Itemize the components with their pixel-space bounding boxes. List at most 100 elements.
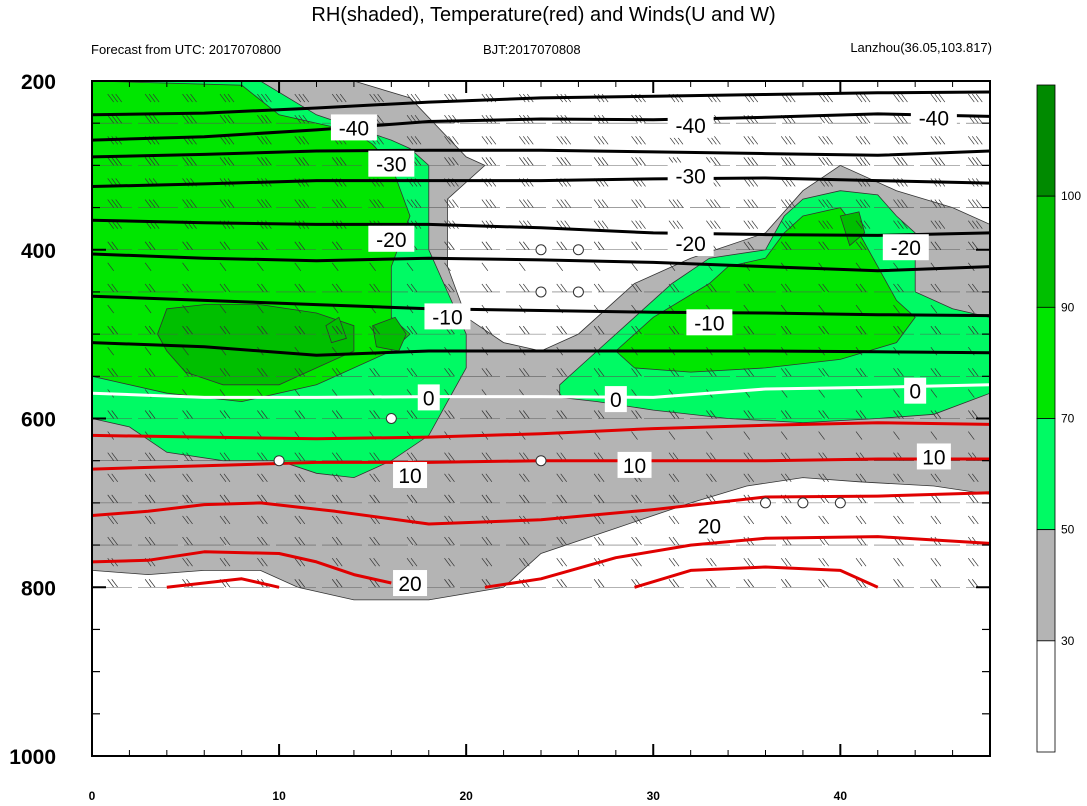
wind-barb [406, 452, 414, 461]
wind-barb [144, 199, 152, 208]
wind-barb [373, 557, 380, 567]
wind-barb [743, 157, 751, 166]
wind-barb [597, 241, 605, 250]
wind-barb [863, 93, 871, 103]
wind-barb [219, 325, 227, 335]
wind-barb [373, 368, 380, 377]
wind-barb [335, 157, 343, 166]
wind-barb [780, 157, 788, 166]
wind-barb [190, 114, 197, 124]
wind-barb [308, 81, 309, 82]
wind-barb [749, 81, 750, 82]
rh-colorbar: 100 90 70 50 30 [1036, 84, 1081, 753]
wind-barb [938, 157, 946, 166]
wind-barb [302, 157, 310, 166]
wind-barb [719, 81, 721, 82]
wind-barb [454, 81, 455, 82]
wind-barb [182, 557, 189, 567]
wind-barb [107, 241, 114, 250]
wind-barb [780, 431, 788, 440]
wind-barb [631, 157, 638, 166]
wind-barb [113, 81, 114, 82]
wind-barb [261, 283, 268, 293]
wind-barb [115, 157, 122, 166]
wind-barb [223, 199, 231, 208]
wind-barb [818, 410, 825, 419]
wind-barb [818, 304, 825, 314]
wind-barb [373, 410, 380, 419]
wind-barb [593, 136, 601, 145]
wind-barb [298, 283, 306, 293]
wind-barb [144, 494, 152, 504]
rh-region-6 [325, 316, 347, 344]
wind-barb [972, 283, 979, 293]
wind-barb [893, 157, 900, 166]
wind-barb [523, 452, 530, 461]
wind-barb [182, 494, 189, 504]
wind-barb [560, 473, 567, 482]
wind-barb [972, 325, 979, 335]
wind-barb [597, 220, 605, 229]
wind-barb [410, 283, 418, 293]
wind-barb [219, 262, 227, 272]
wind-barb [743, 368, 751, 377]
wind-barb [481, 473, 489, 482]
wind-barb [144, 410, 152, 419]
wind-barb [780, 410, 788, 419]
wind-barb [859, 241, 867, 250]
wind-barb [481, 283, 489, 293]
wind-barb [186, 452, 193, 461]
wind-barb [676, 220, 684, 229]
wind-barb [635, 325, 642, 335]
wind-barb [631, 494, 638, 504]
wind-barb [261, 136, 268, 145]
wind-barb [107, 515, 114, 525]
wind-barb [144, 536, 152, 546]
wind-barb [855, 557, 863, 567]
wind-barb [556, 157, 563, 166]
wind-barb [452, 199, 459, 208]
wind-barb [682, 81, 683, 82]
wind-barb [300, 81, 301, 82]
wind-barb [410, 536, 418, 546]
wind-barb [190, 93, 197, 103]
wind-barb [639, 136, 646, 145]
y-tick-label: 400 [21, 240, 56, 263]
wind-barb [635, 220, 642, 229]
wind-barb [560, 536, 567, 546]
wind-barb [859, 220, 867, 229]
wind-barb [631, 262, 638, 272]
wind-barb [294, 304, 302, 314]
wind-barb [556, 557, 563, 567]
wind-barb [788, 136, 796, 145]
wind-barb [107, 283, 114, 293]
calm-wind-circle [385, 413, 397, 424]
temperature-label: -10 [694, 312, 724, 335]
wind-barb [593, 431, 601, 440]
wind-barb [369, 283, 376, 293]
temperature-label: -40 [919, 107, 949, 130]
wind-barb [331, 199, 339, 208]
wind-barb [107, 536, 114, 546]
wind-barb [747, 157, 755, 166]
wind-barb [257, 557, 264, 567]
wind-barb [527, 199, 534, 208]
wind-barb [107, 579, 114, 588]
wind-barb [668, 368, 676, 377]
wind-barb [780, 389, 788, 398]
wind-barb [182, 473, 189, 482]
wind-barb [747, 325, 755, 335]
wind-barb [223, 241, 231, 250]
wind-barb [186, 93, 193, 103]
wind-barb [976, 93, 983, 103]
wind-barb [369, 494, 376, 504]
wind-barb [489, 199, 497, 208]
wind-barb [331, 93, 339, 103]
wind-barb [897, 325, 904, 335]
wind-barb [406, 557, 414, 567]
wind-barb [780, 557, 788, 567]
wind-barb [265, 157, 272, 166]
wind-barb [448, 157, 455, 166]
wind-barb [219, 368, 227, 377]
wind-barb [788, 199, 796, 208]
